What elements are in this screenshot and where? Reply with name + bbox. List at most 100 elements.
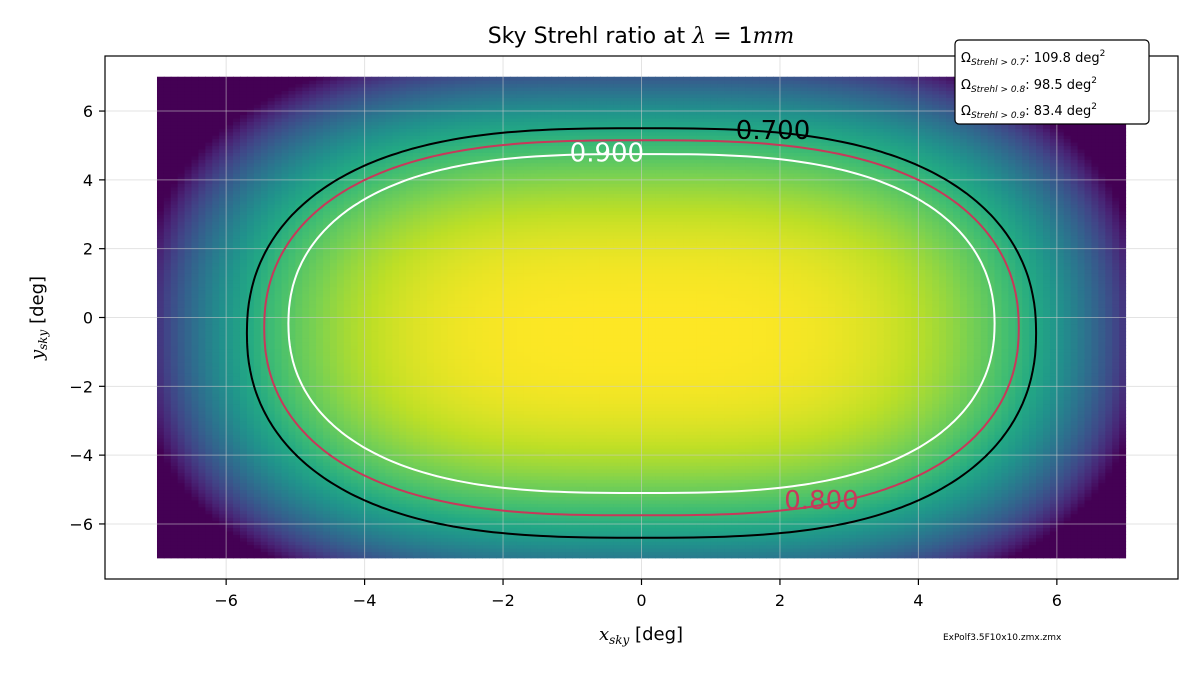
heatmap-cell [198,259,206,263]
heatmap-cell [219,490,227,494]
heatmap-cell [233,472,241,476]
heatmap-cell [309,462,317,466]
heatmap-cell [365,228,373,232]
heatmap-cell [302,290,310,294]
heatmap-cell [226,493,234,497]
heatmap-cell [205,410,213,414]
heatmap-cell [268,300,276,304]
heatmap-cell [358,114,366,118]
heatmap-cell [198,438,206,442]
heatmap-cell [192,538,200,542]
heatmap-cell [358,551,366,555]
heatmap-cell [192,118,200,122]
heatmap-cell [226,128,234,132]
heatmap-cell [399,280,407,284]
heatmap-cell [198,132,206,136]
heatmap-cell [344,228,352,232]
heatmap-cell [385,517,393,521]
heatmap-cell [295,500,303,504]
heatmap-cell [378,266,386,270]
heatmap-cell [372,307,380,311]
heatmap-cell [157,114,165,118]
heatmap-cell [295,448,303,452]
heatmap-cell [399,551,407,555]
heatmap-cell [365,338,373,342]
heatmap-cell [344,397,352,401]
heatmap-cell [268,297,276,301]
heatmap-cell [205,132,213,136]
heatmap-cell [275,297,283,301]
heatmap-cell [198,486,206,490]
heatmap-cell [399,335,407,339]
heatmap-cell [254,300,262,304]
heatmap-cell [254,503,262,507]
heatmap-cell [295,476,303,480]
heatmap-cell [392,283,400,287]
heatmap-cell [185,304,193,308]
heatmap-cell [185,225,193,229]
heatmap-cell [205,479,213,483]
heatmap-cell [233,369,241,373]
heatmap-cell [295,486,303,490]
heatmap-cell [157,338,165,342]
heatmap-cell [226,490,234,494]
heatmap-cell [309,304,317,308]
heatmap-cell [344,121,352,125]
heatmap-cell [164,149,172,153]
heatmap-cell [171,201,179,205]
heatmap-cell [378,135,386,139]
heatmap-cell [240,493,248,497]
heatmap-cell [288,152,296,156]
heatmap-cell [365,242,373,246]
heatmap-cell [365,555,373,559]
heatmap-cell [399,266,407,270]
heatmap-cell [198,194,206,198]
heatmap-cell [205,304,213,308]
heatmap-cell [385,335,393,339]
heatmap-cell [365,214,373,218]
heatmap-cell [275,338,283,342]
heatmap-cell [240,424,248,428]
heatmap-cell [171,517,179,521]
heatmap-cell [351,90,359,94]
heatmap-cell [323,359,331,363]
heatmap-cell [282,266,290,270]
heatmap-cell [157,390,165,394]
heatmap-cell [358,359,366,363]
heatmap-cell [392,551,400,555]
heatmap-cell [171,369,179,373]
heatmap-cell [233,445,241,449]
heatmap-cell [212,490,220,494]
heatmap-cell [337,238,345,242]
heatmap-cell [233,417,241,421]
heatmap-cell [157,269,165,273]
heatmap-cell [309,503,317,507]
heatmap-cell [295,235,303,239]
heatmap-cell [302,163,310,167]
heatmap-cell [378,534,386,538]
heatmap-cell [282,465,290,469]
heatmap-cell [233,290,241,294]
heatmap-cell [268,114,276,118]
heatmap-cell [275,514,283,518]
heatmap-cell [295,139,303,143]
heatmap-cell [275,545,283,549]
heatmap-cell [365,369,373,373]
heatmap-cell [378,355,386,359]
heatmap-cell [392,118,400,122]
heatmap-cell [295,551,303,555]
heatmap-cell [198,283,206,287]
heatmap-cell [302,307,310,311]
heatmap-cell [358,204,366,208]
heatmap-cell [171,204,179,208]
heatmap-cell [385,207,393,211]
heatmap-cell [288,97,296,101]
heatmap-cell [344,355,352,359]
heatmap-cell [365,342,373,346]
heatmap-cell [323,300,331,304]
heatmap-cell [282,496,290,500]
heatmap-cell [316,348,324,352]
heatmap-cell [178,407,186,411]
heatmap-cell [351,434,359,438]
heatmap-cell [337,114,345,118]
